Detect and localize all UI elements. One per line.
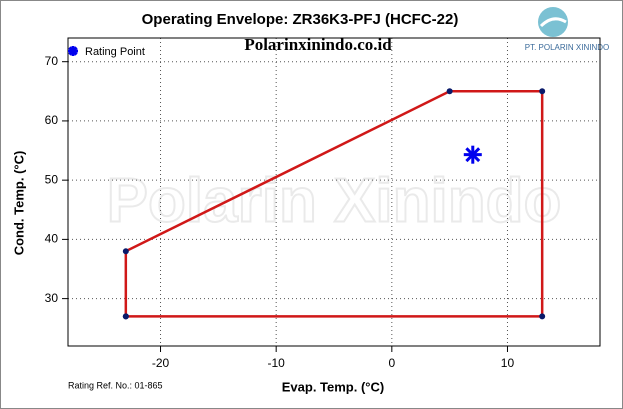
legend-label: Rating Point [85,46,145,58]
watermark: Polarin Xinindo [107,166,562,235]
envelope-line [124,90,544,318]
legend-marker [68,46,78,56]
star-stroke [465,147,481,163]
vertex-marker [122,313,129,320]
footnote: Rating Ref. No.: 01-865 [68,380,163,390]
y-tick-label: 30 [45,291,59,305]
x-axis-label: Evap. Temp. (°C) [282,379,384,394]
vertex-marker [446,88,453,95]
y-tick-label: 60 [45,113,59,127]
x-tick-label: -20 [152,356,170,370]
chart-subtitle: Polarinxinindo.co.id [244,35,392,54]
vertex-marker [122,248,129,255]
y-tick-label: 40 [45,232,59,246]
logo-text: PT. POLARIN XININDO [525,43,609,52]
logo-icon [538,7,568,37]
vertex-marker [539,88,546,95]
y-axis-label: Cond. Temp. (°C) [11,151,26,256]
y-tick-label: 50 [45,172,59,186]
y-tick-label: 70 [45,54,59,68]
vertex-marker [539,313,546,320]
x-tick-label: 10 [501,356,515,370]
logo-swoosh [539,17,567,28]
x-tick-label: 0 [388,356,395,370]
plot-frame [67,37,601,347]
chart-title: Operating Envelope: ZR36K3-PFJ (HCFC-22) [142,11,459,28]
x-tick-label: -10 [268,356,286,370]
rating-point [463,145,482,164]
star-stroke [68,46,78,56]
logo: PT. POLARIN XININDO [525,7,609,52]
